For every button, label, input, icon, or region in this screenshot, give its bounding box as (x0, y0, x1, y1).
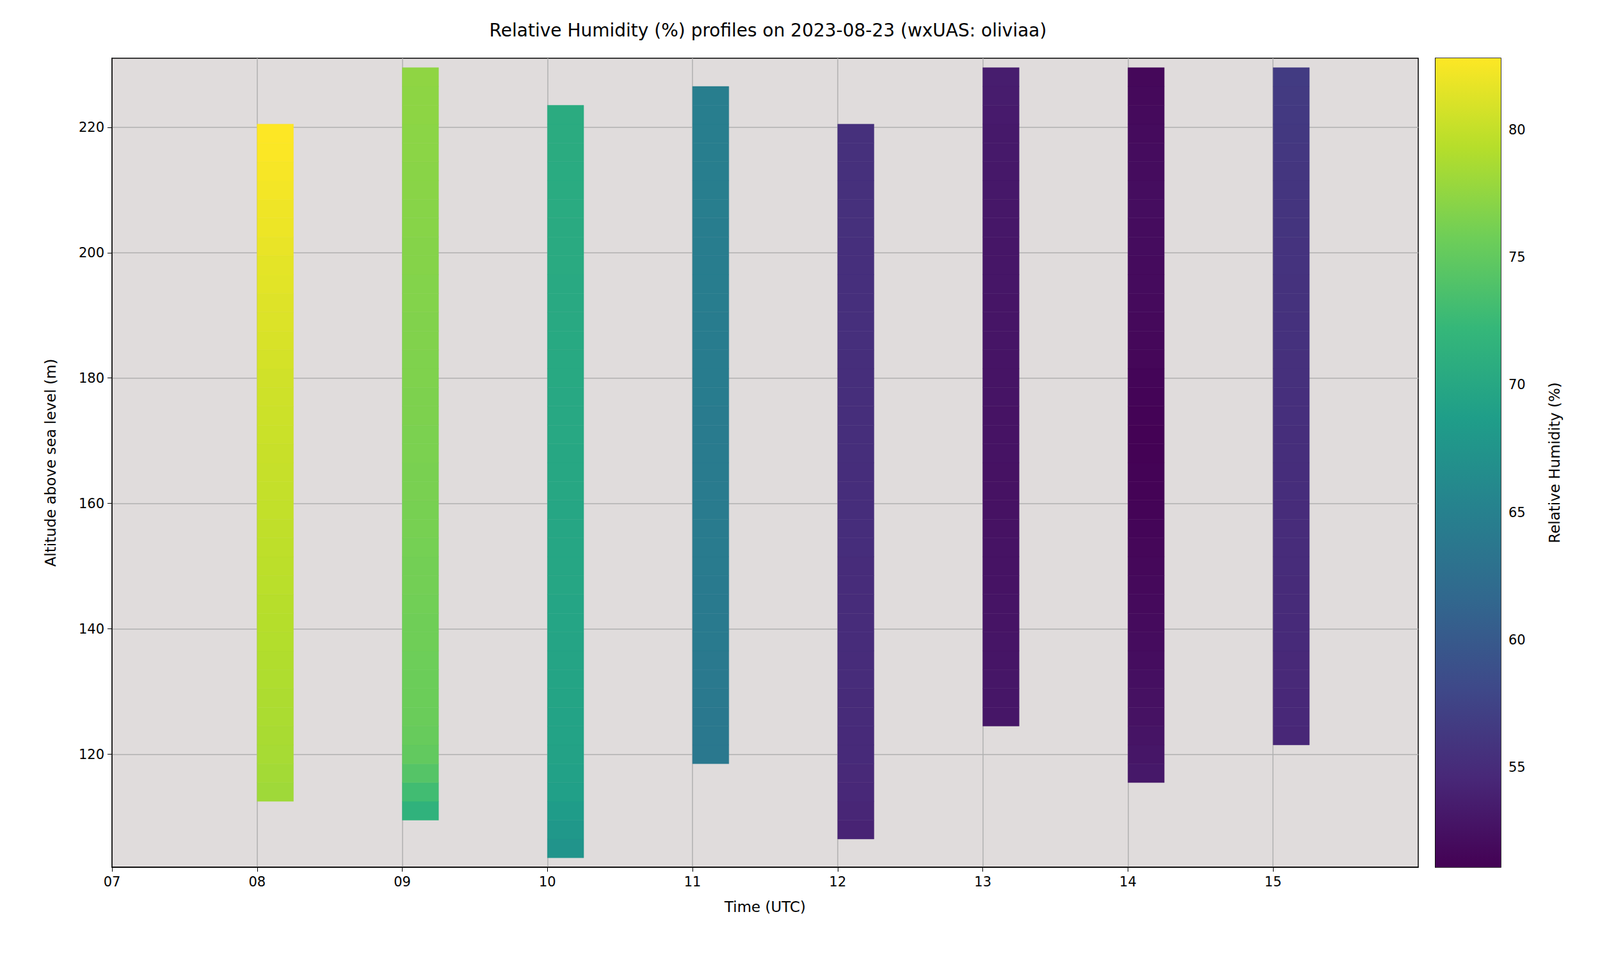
svg-text:160: 160 (78, 496, 105, 512)
svg-text:Relative Humidity (%): Relative Humidity (%) (1546, 382, 1563, 543)
svg-text:13: 13 (974, 874, 992, 890)
svg-text:120: 120 (78, 746, 105, 763)
svg-text:75: 75 (1508, 249, 1526, 265)
svg-text:220: 220 (78, 119, 105, 136)
svg-text:07: 07 (103, 874, 121, 890)
svg-text:Relative Humidity (%) profiles: Relative Humidity (%) profiles on 2023-0… (489, 19, 1048, 41)
svg-text:55: 55 (1508, 759, 1526, 776)
svg-text:Altitude above sea level (m): Altitude above sea level (m) (42, 359, 59, 568)
svg-text:200: 200 (78, 245, 105, 261)
svg-text:09: 09 (393, 874, 411, 890)
svg-text:60: 60 (1508, 632, 1526, 648)
svg-text:180: 180 (78, 370, 105, 386)
svg-text:14: 14 (1119, 874, 1137, 890)
svg-text:10: 10 (538, 874, 557, 890)
svg-text:15: 15 (1264, 874, 1282, 890)
svg-text:12: 12 (829, 874, 847, 890)
svg-text:70: 70 (1508, 376, 1526, 393)
svg-text:11: 11 (684, 874, 702, 890)
svg-text:80: 80 (1508, 122, 1526, 138)
svg-text:65: 65 (1508, 504, 1526, 521)
svg-text:08: 08 (248, 874, 266, 890)
svg-text:Time (UTC): Time (UTC) (723, 898, 806, 916)
svg-text:140: 140 (78, 621, 105, 637)
